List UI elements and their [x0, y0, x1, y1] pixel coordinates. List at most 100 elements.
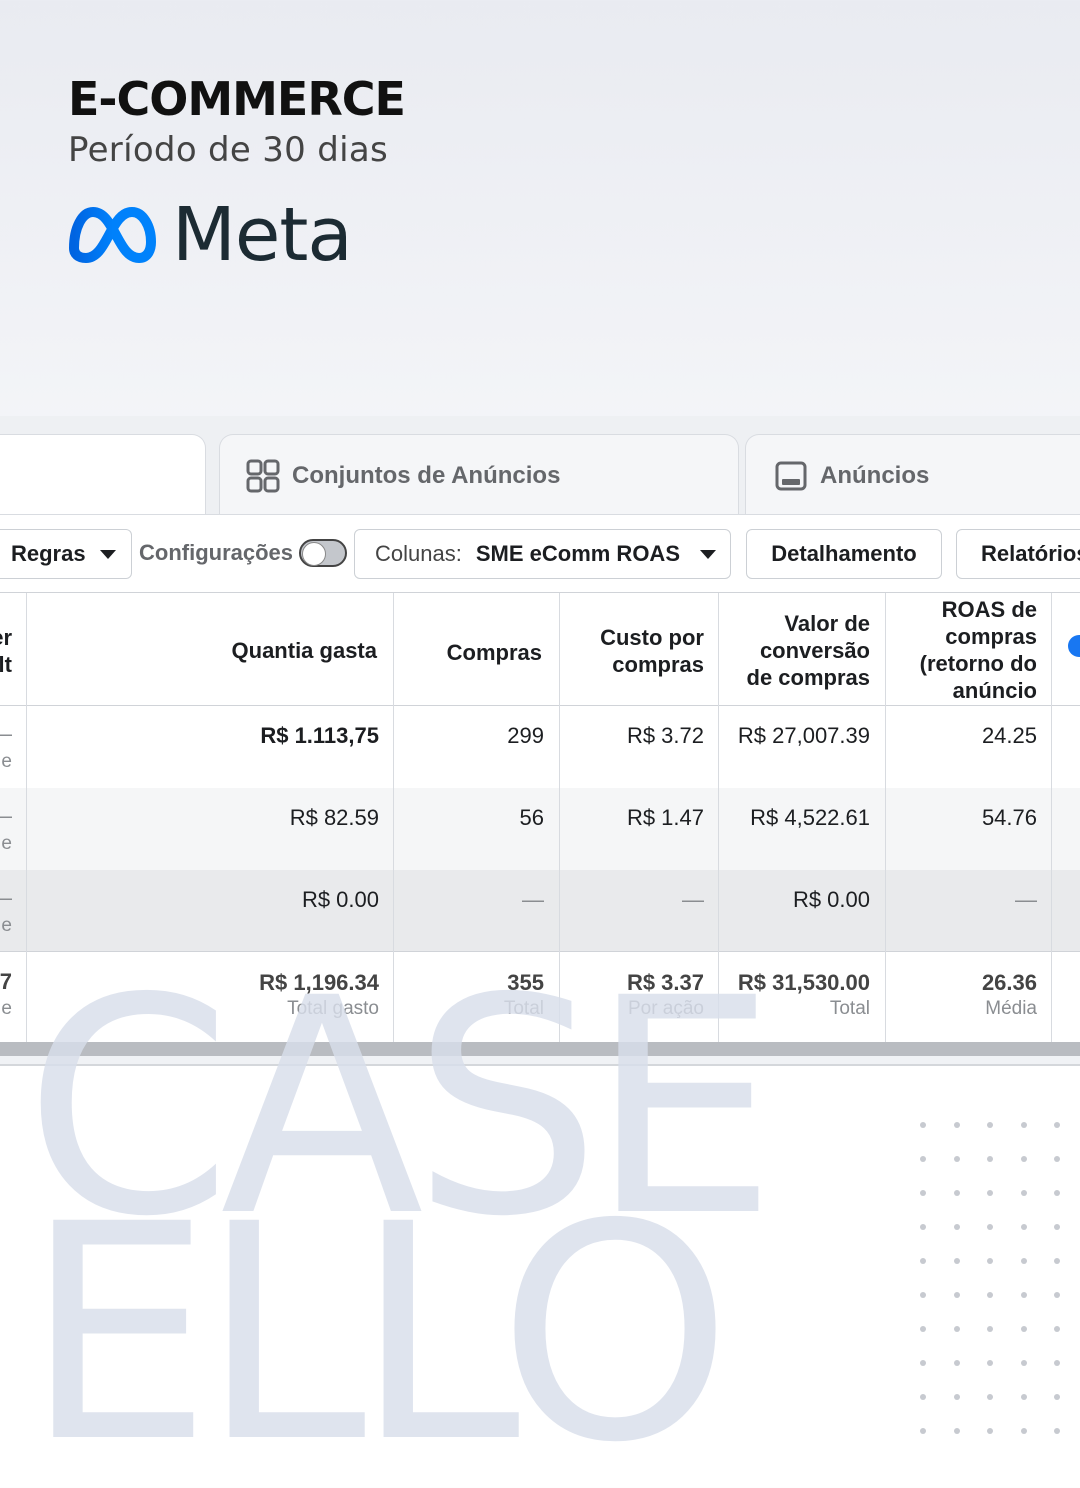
cut-cell: — [0, 885, 12, 911]
total-roas: 26.36 [981, 970, 1037, 995]
reports-label: Relatórios [981, 541, 1080, 566]
horizontal-scrollbar[interactable] [0, 1042, 1080, 1056]
decorative-dot [953, 1258, 960, 1264]
decorative-dot [1020, 1224, 1027, 1230]
header-cpp-line1: Custo por [600, 625, 704, 650]
tab-ads-label: Anúncios [820, 461, 930, 489]
tab-bar: Conjuntos de Anúncios Anúncios [0, 416, 1080, 516]
cell-purchases: 56 [519, 805, 544, 830]
cut-cell: e [1, 833, 12, 854]
cell-roas: 54.76 [981, 805, 1037, 830]
header-conversion-value[interactable]: Valor de conversão de compras [724, 610, 871, 691]
settings-toggle[interactable] [299, 539, 348, 567]
decorative-dot [1020, 1360, 1027, 1366]
decorative-dot [1054, 1122, 1060, 1128]
ads-manager-screenshot: Conjuntos de Anúncios Anúncios Regras Co… [0, 416, 1080, 1066]
settings-label: Configurações [139, 540, 294, 565]
cell-conversion-value: R$ 0.00 [792, 887, 870, 912]
header-roas-line4: anúncio [952, 678, 1037, 703]
decorative-dot [920, 1428, 926, 1434]
total-spent: R$ 1,196.34 [259, 970, 379, 995]
decorative-dot [987, 1190, 993, 1196]
header-value-line1: Valor de [784, 611, 870, 636]
cell-spent: R$ 1.113,75 [260, 723, 379, 748]
cell-purchases: 299 [507, 723, 544, 748]
decorative-dot [1054, 1224, 1060, 1230]
decorative-dot [1054, 1190, 1060, 1196]
total-roas-label: Média [985, 998, 1037, 1019]
decorative-dot [987, 1224, 993, 1230]
decorative-dot [1020, 1156, 1027, 1162]
tab-campaigns[interactable] [0, 434, 206, 516]
ad-sets-grid-icon [246, 459, 280, 493]
header-roas-line2: compras [945, 624, 1037, 649]
page-subtitle: Período de 30 dias [68, 130, 388, 170]
cut-cell: e [1, 915, 12, 936]
decorative-dot [920, 1326, 926, 1332]
cell-conversion-value: R$ 4,522.61 [750, 805, 870, 830]
total-cost-per-purchase: R$ 3.37 [626, 970, 704, 995]
toolbar: Regras Configurações Colunas: SME eComm … [0, 514, 1080, 592]
meta-infinity-icon [69, 207, 156, 263]
ad-icon [774, 459, 808, 493]
cut-cell: — [0, 803, 12, 829]
decorative-dot [1054, 1258, 1060, 1264]
decorative-dot [987, 1122, 993, 1128]
decorative-dot [953, 1224, 960, 1230]
table-row[interactable] [0, 788, 1080, 870]
header-roas[interactable]: ROAS de compras (retorno do anúncio [890, 596, 1037, 704]
rules-dropdown[interactable]: Regras [0, 529, 132, 579]
decorative-dot [1020, 1258, 1027, 1264]
decorative-dot [953, 1428, 960, 1434]
decorative-dot [1020, 1394, 1027, 1400]
header-cost-per-purchase[interactable]: Custo por compras [565, 624, 704, 678]
decorative-dot [920, 1190, 926, 1196]
decorative-dot [987, 1258, 993, 1264]
cell-cost-per-purchase: R$ 3.72 [626, 723, 704, 748]
tab-ads[interactable]: Anúncios [745, 434, 1080, 516]
decorative-dot [1020, 1190, 1027, 1196]
header-cut-line1: er [0, 625, 12, 650]
decorative-dot [953, 1360, 960, 1366]
table-totals-row [0, 952, 1080, 1043]
decorative-dot [953, 1190, 960, 1196]
add-column-icon[interactable] [1068, 635, 1080, 657]
table-row[interactable] [0, 706, 1080, 788]
meta-logo: Meta [66, 192, 353, 278]
reports-button[interactable]: Relatórios [956, 529, 1080, 579]
decorative-dot [953, 1122, 960, 1128]
total-purchases: 355 [507, 970, 544, 995]
decorative-dot [920, 1360, 926, 1366]
cell-spent: R$ 0.00 [301, 887, 379, 912]
cut-cell: 7 [0, 969, 12, 994]
decorative-dot [920, 1156, 926, 1162]
decorative-dot [1020, 1122, 1027, 1128]
tab-ad-sets[interactable]: Conjuntos de Anúncios [219, 434, 739, 516]
total-value-label: Total [829, 998, 870, 1019]
header-value-line2: conversão [759, 638, 870, 663]
settings-control: Configurações [139, 539, 348, 567]
decorative-dot [1054, 1326, 1060, 1332]
decorative-dot [1054, 1428, 1060, 1434]
breakdown-button[interactable]: Detalhamento [746, 529, 942, 579]
header-amount-spent[interactable]: Quantia gasta [231, 638, 377, 663]
cell-cost-per-purchase: R$ 1.47 [626, 805, 704, 830]
rules-label: Regras [11, 541, 86, 566]
cut-cell: e [1, 751, 12, 772]
decorative-dot [920, 1122, 926, 1128]
decorative-dot [1054, 1394, 1060, 1400]
decorative-dot [953, 1156, 960, 1162]
divider [0, 1064, 1080, 1066]
decorative-dot [920, 1258, 926, 1264]
chevron-down-icon [700, 549, 716, 559]
watermark-ello: ELLO [24, 1161, 732, 1488]
tab-ad-sets-label: Conjuntos de Anúncios [292, 461, 561, 489]
header-purchases[interactable]: Compras [446, 640, 542, 665]
decorative-dot [987, 1360, 993, 1366]
cut-cell: e [1, 998, 12, 1019]
header-roas-line1: ROAS de [941, 597, 1037, 622]
meta-wordmark: Meta [172, 192, 353, 278]
table-row[interactable] [0, 870, 1080, 952]
columns-dropdown[interactable]: Colunas: SME eComm ROAS [354, 529, 731, 579]
decorative-dot [1054, 1292, 1060, 1298]
